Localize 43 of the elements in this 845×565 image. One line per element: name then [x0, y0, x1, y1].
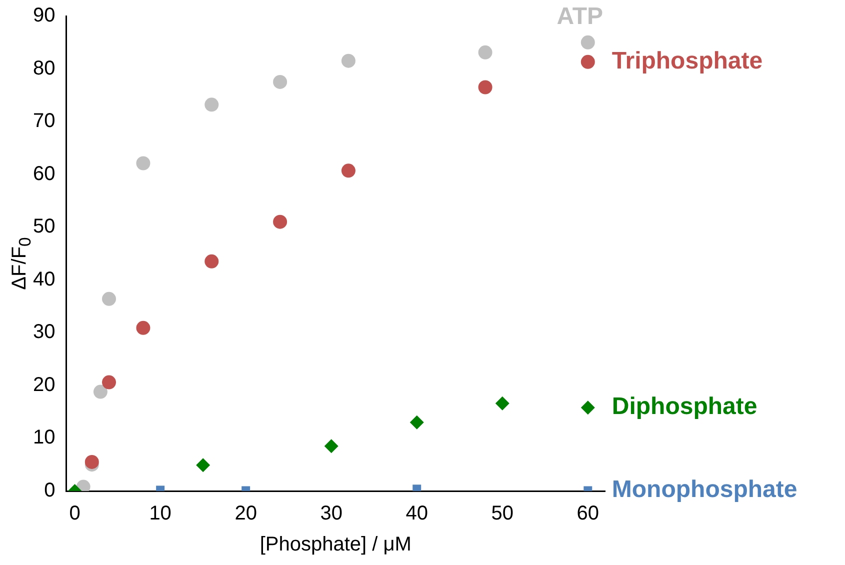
point	[84, 454, 99, 469]
point	[495, 396, 510, 410]
point	[136, 320, 150, 335]
y-tick-label: 40	[32, 268, 56, 290]
point	[410, 415, 424, 430]
x-tick-label: 0	[69, 502, 80, 525]
point	[341, 54, 356, 68]
point	[273, 214, 288, 229]
point	[478, 45, 492, 60]
point	[341, 164, 356, 178]
point	[204, 98, 219, 112]
x-tick-label: 30	[320, 502, 342, 525]
point	[324, 439, 338, 454]
x-axis-title: [Phosphate] / μM	[260, 534, 412, 556]
y-tick-label: 0	[44, 480, 56, 502]
point	[204, 254, 219, 268]
series-label: Triphosphate	[612, 48, 763, 75]
x-tick-label: 50	[491, 502, 514, 525]
point	[580, 400, 595, 415]
y-tick-label: 30	[32, 321, 56, 344]
y-tick-label: 20	[32, 374, 56, 396]
point	[478, 80, 492, 94]
y-tick-label: 80	[32, 57, 56, 80]
point	[102, 375, 116, 390]
y-tick-label: 90	[32, 4, 56, 27]
point	[93, 384, 108, 399]
point	[580, 35, 595, 50]
y-tick-label: 70	[32, 110, 56, 132]
x-tick-label: 40	[406, 502, 428, 525]
x-tick-label: 20	[234, 502, 257, 525]
point	[580, 54, 595, 69]
point	[273, 74, 288, 89]
y-tick-label: 60	[32, 162, 56, 185]
series-label: ATP	[556, 3, 604, 30]
y-tick-label: 10	[32, 426, 56, 449]
series-label: Monophosphate	[612, 476, 798, 504]
point	[136, 156, 150, 170]
point	[102, 292, 116, 306]
series-label: Diphosphate	[612, 393, 758, 420]
x-tick-label: 60	[576, 502, 600, 525]
x-tick-label: 10	[149, 502, 172, 525]
point	[196, 458, 210, 472]
y-tick-label: 50	[32, 216, 56, 238]
